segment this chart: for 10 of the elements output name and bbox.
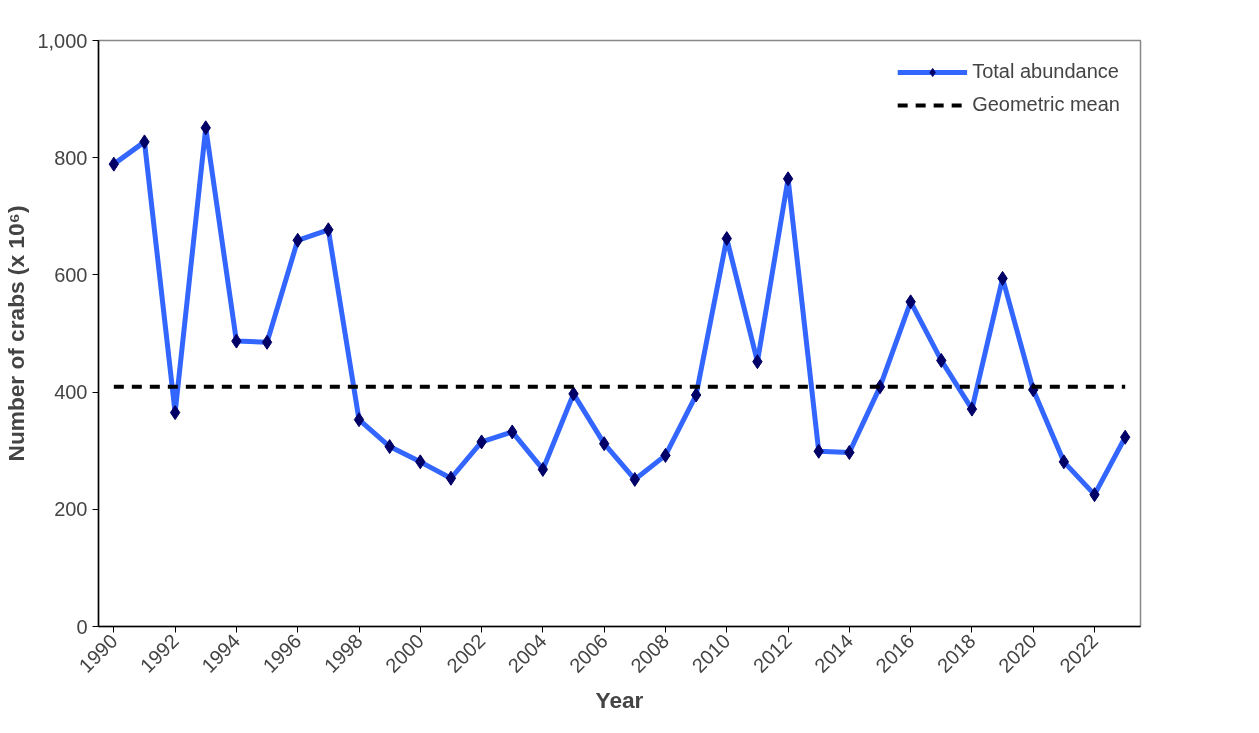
y-tick-label: 400 bbox=[54, 381, 88, 404]
y-axis-title: Number of crabs (x 10⁶) bbox=[3, 205, 30, 462]
legend-label: Total abundance bbox=[972, 60, 1119, 83]
legend-label: Geometric mean bbox=[972, 93, 1120, 116]
y-tick-label: 200 bbox=[54, 498, 88, 521]
x-axis-title: Year bbox=[595, 686, 644, 713]
y-tick-label: 800 bbox=[54, 146, 88, 169]
y-tick-label: 600 bbox=[54, 263, 88, 286]
y-tick-label: 0 bbox=[76, 615, 88, 638]
y-tick-label: 1,000 bbox=[37, 29, 88, 52]
